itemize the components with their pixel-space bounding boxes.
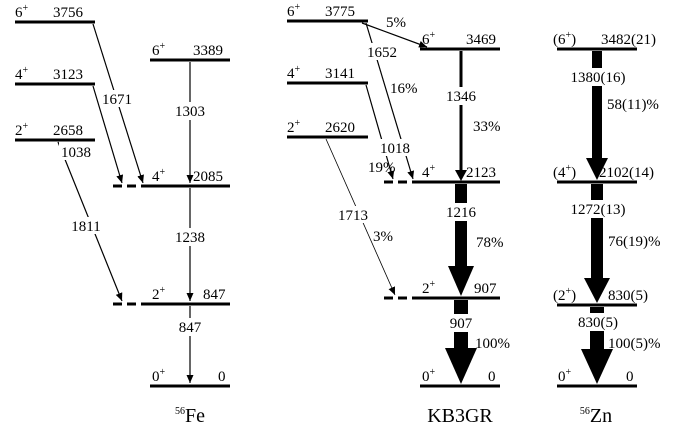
- level-label: (4+) 2102(14): [553, 163, 654, 181]
- transition-arrow: [361, 22, 428, 48]
- panel-caption: 56Fe: [175, 405, 205, 427]
- level-label: 4+ 3141: [287, 64, 355, 82]
- arrow-head: [455, 170, 467, 181]
- transition-energy: 1671: [102, 92, 132, 108]
- level-label: 4+ 2123: [422, 163, 496, 181]
- level-label: 4+ 3123: [15, 65, 83, 83]
- level-label: 2+ 907: [422, 279, 497, 297]
- panel-kb3gr: 6+ 3775 4+ 3141 2+ 2620 6+ 3469 4+ 2123 2+ 907…: [287, 2, 510, 427]
- transition-intensity: 5%: [386, 15, 406, 31]
- transition-energy: 830(5): [578, 315, 618, 331]
- transition-intensity: 16%: [390, 81, 418, 97]
- transition-arrow: [591, 184, 603, 282]
- arrow-head: [448, 266, 474, 296]
- panel-zn56: (6+) 3482(21) (4+) 2102(14) (2+) 830(5) 0+ 0…: [553, 30, 661, 427]
- level-label: 6+ 3775: [287, 2, 355, 20]
- transition-energy: 1380(16): [571, 70, 626, 86]
- transition-intensity: 100%: [475, 336, 510, 352]
- transition-intensity: 19%: [368, 160, 396, 176]
- panel-caption: 56Zn: [580, 405, 612, 427]
- transition-energy: 1652: [367, 45, 397, 61]
- transition-energy: 1811: [71, 219, 100, 235]
- transition-arrow: [92, 85, 124, 184]
- level-label: 0+ 0: [422, 367, 496, 385]
- transition-intensity: 76(19)%: [608, 234, 661, 250]
- level-label: 6+ 3469: [422, 30, 496, 48]
- arrow-head: [586, 158, 608, 180]
- transition-energy: 1238: [175, 230, 205, 246]
- transition-intensity: 3%: [373, 229, 393, 245]
- level-label: 2+ 847: [152, 285, 226, 303]
- transition-intensity: 58(11)%: [607, 97, 659, 113]
- level-label: 2+ 2658: [15, 121, 83, 139]
- transition-arrow: [592, 51, 602, 161]
- arrow-head: [445, 348, 477, 384]
- level-label: 0+ 0: [558, 367, 634, 385]
- level-label: 0+ 0: [152, 367, 226, 385]
- panel-caption: KB3GR: [427, 405, 493, 427]
- transition-energy: 1038: [61, 145, 91, 161]
- level-label: 6+ 3756: [15, 3, 84, 21]
- transition-arrow: [365, 84, 395, 180]
- transition-intensity: 78%: [476, 235, 504, 251]
- transition-energy: 1346: [446, 89, 477, 105]
- transition-intensity: 100(5)%: [608, 336, 661, 352]
- level-label: 2+ 2620: [287, 118, 355, 136]
- transition-energy: 1713: [338, 208, 368, 224]
- level-label: (2+) 830(5): [553, 286, 648, 304]
- level-label: 4+ 2085: [152, 167, 223, 185]
- transition-energy: 1272(13): [571, 202, 626, 218]
- arrow-head: [581, 349, 613, 384]
- transition-energy: 907: [450, 316, 473, 332]
- level-label: (6+) 3482(21): [553, 30, 656, 48]
- transition-energy: 1216: [446, 205, 477, 221]
- panel-fe56: 6+ 3756 4+ 3123 2+ 2658 6+ 3389 4+ 2085 2+ 847…: [15, 3, 230, 427]
- transition-energy: 847: [179, 320, 202, 336]
- transition-intensity: 33%: [473, 119, 501, 135]
- transition-energy: 1018: [380, 141, 410, 157]
- transition-energy: 1303: [175, 104, 205, 120]
- level-label: 6+ 3389: [152, 41, 223, 59]
- arrow-head: [584, 278, 610, 303]
- transition-arrow: [455, 184, 467, 270]
